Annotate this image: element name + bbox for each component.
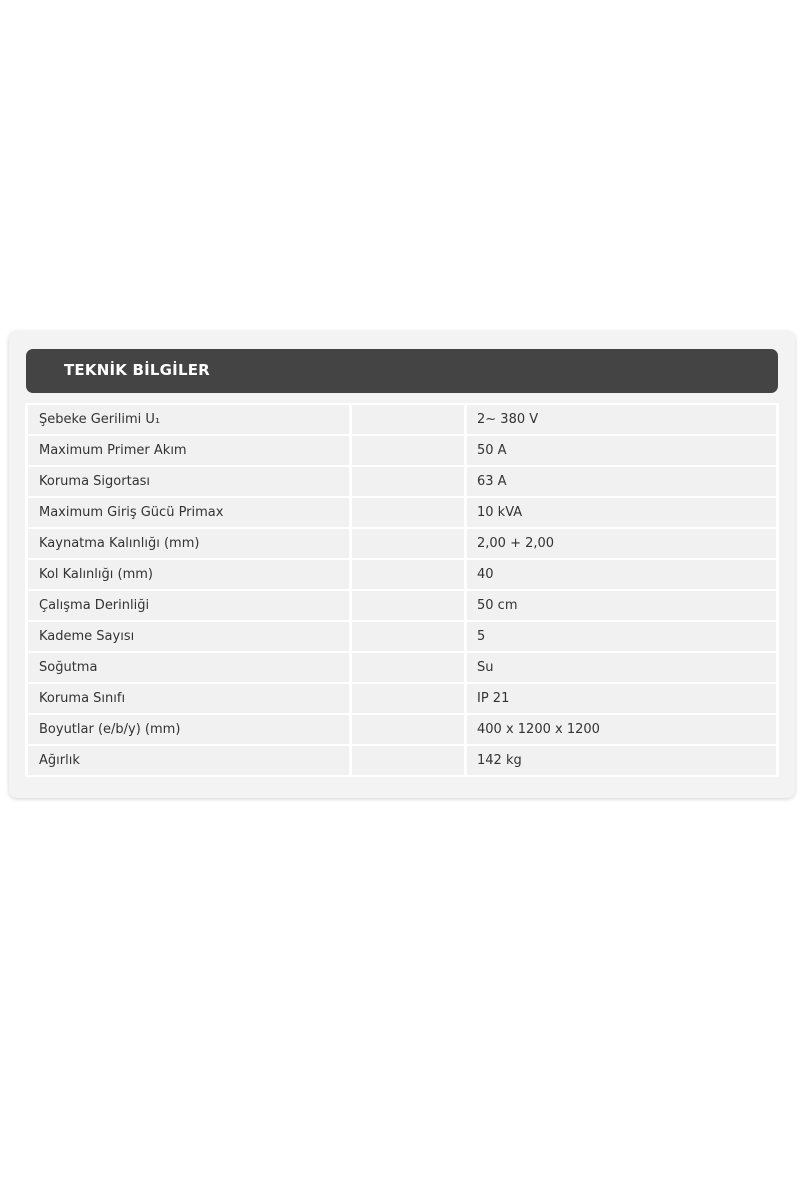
empty-cell — [352, 746, 464, 775]
table-row: Maximum Giriş Gücü Primax 10 kVA — [28, 498, 776, 527]
spec-label: Koruma Sınıfı — [28, 684, 349, 713]
empty-cell — [352, 529, 464, 558]
table-row: Çalışma Derinliği 50 cm — [28, 591, 776, 620]
empty-cell — [352, 560, 464, 589]
empty-cell — [352, 436, 464, 465]
spec-label: Çalışma Derinliği — [28, 591, 349, 620]
empty-cell — [352, 467, 464, 496]
spec-value: 2~ 380 V — [467, 405, 776, 434]
section-title: TEKNİK BİLGİLER — [64, 361, 210, 379]
table-row: Kaynatma Kalınlığı (mm) 2,00 + 2,00 — [28, 529, 776, 558]
spec-value: 400 x 1200 x 1200 — [467, 715, 776, 744]
spec-value: 2,00 + 2,00 — [467, 529, 776, 558]
spec-value: Su — [467, 653, 776, 682]
table-row: Kol Kalınlığı (mm) 40 — [28, 560, 776, 589]
spec-label: Şebeke Gerilimi U₁ — [28, 405, 349, 434]
empty-cell — [352, 715, 464, 744]
specs-table: Şebeke Gerilimi U₁ 2~ 380 V Maximum Primer… — [25, 403, 779, 777]
spec-value: 142 kg — [467, 746, 776, 775]
empty-cell — [352, 622, 464, 651]
technical-info-card: TEKNİK BİLGİLER Şebeke Gerilimi U₁ 2~ 380… — [9, 331, 795, 798]
spec-label: Maximum Giriş Gücü Primax — [28, 498, 349, 527]
spec-label: Maximum Primer Akım — [28, 436, 349, 465]
spec-value: 40 — [467, 560, 776, 589]
table-row: Kademe Sayısı 5 — [28, 622, 776, 651]
table-row: Koruma Sigortası 63 A — [28, 467, 776, 496]
spec-value: 5 — [467, 622, 776, 651]
table-row: Soğutma Su — [28, 653, 776, 682]
spec-label: Koruma Sigortası — [28, 467, 349, 496]
spec-value: 50 A — [467, 436, 776, 465]
spec-value: 10 kVA — [467, 498, 776, 527]
table-row: Ağırlık 142 kg — [28, 746, 776, 775]
spec-label: Kaynatma Kalınlığı (mm) — [28, 529, 349, 558]
empty-cell — [352, 498, 464, 527]
empty-cell — [352, 591, 464, 620]
spec-label: Kol Kalınlığı (mm) — [28, 560, 349, 589]
spec-label: Soğutma — [28, 653, 349, 682]
table-row: Maximum Primer Akım 50 A — [28, 436, 776, 465]
empty-cell — [352, 405, 464, 434]
table-row: Koruma Sınıfı IP 21 — [28, 684, 776, 713]
table-row: Boyutlar (e/b/y) (mm) 400 x 1200 x 1200 — [28, 715, 776, 744]
spec-label: Kademe Sayısı — [28, 622, 349, 651]
empty-cell — [352, 653, 464, 682]
spec-value: 63 A — [467, 467, 776, 496]
section-header: TEKNİK BİLGİLER — [26, 349, 778, 393]
spec-value: 50 cm — [467, 591, 776, 620]
spec-label: Boyutlar (e/b/y) (mm) — [28, 715, 349, 744]
spec-value: IP 21 — [467, 684, 776, 713]
empty-cell — [352, 684, 464, 713]
spec-label: Ağırlık — [28, 746, 349, 775]
table-row: Şebeke Gerilimi U₁ 2~ 380 V — [28, 405, 776, 434]
